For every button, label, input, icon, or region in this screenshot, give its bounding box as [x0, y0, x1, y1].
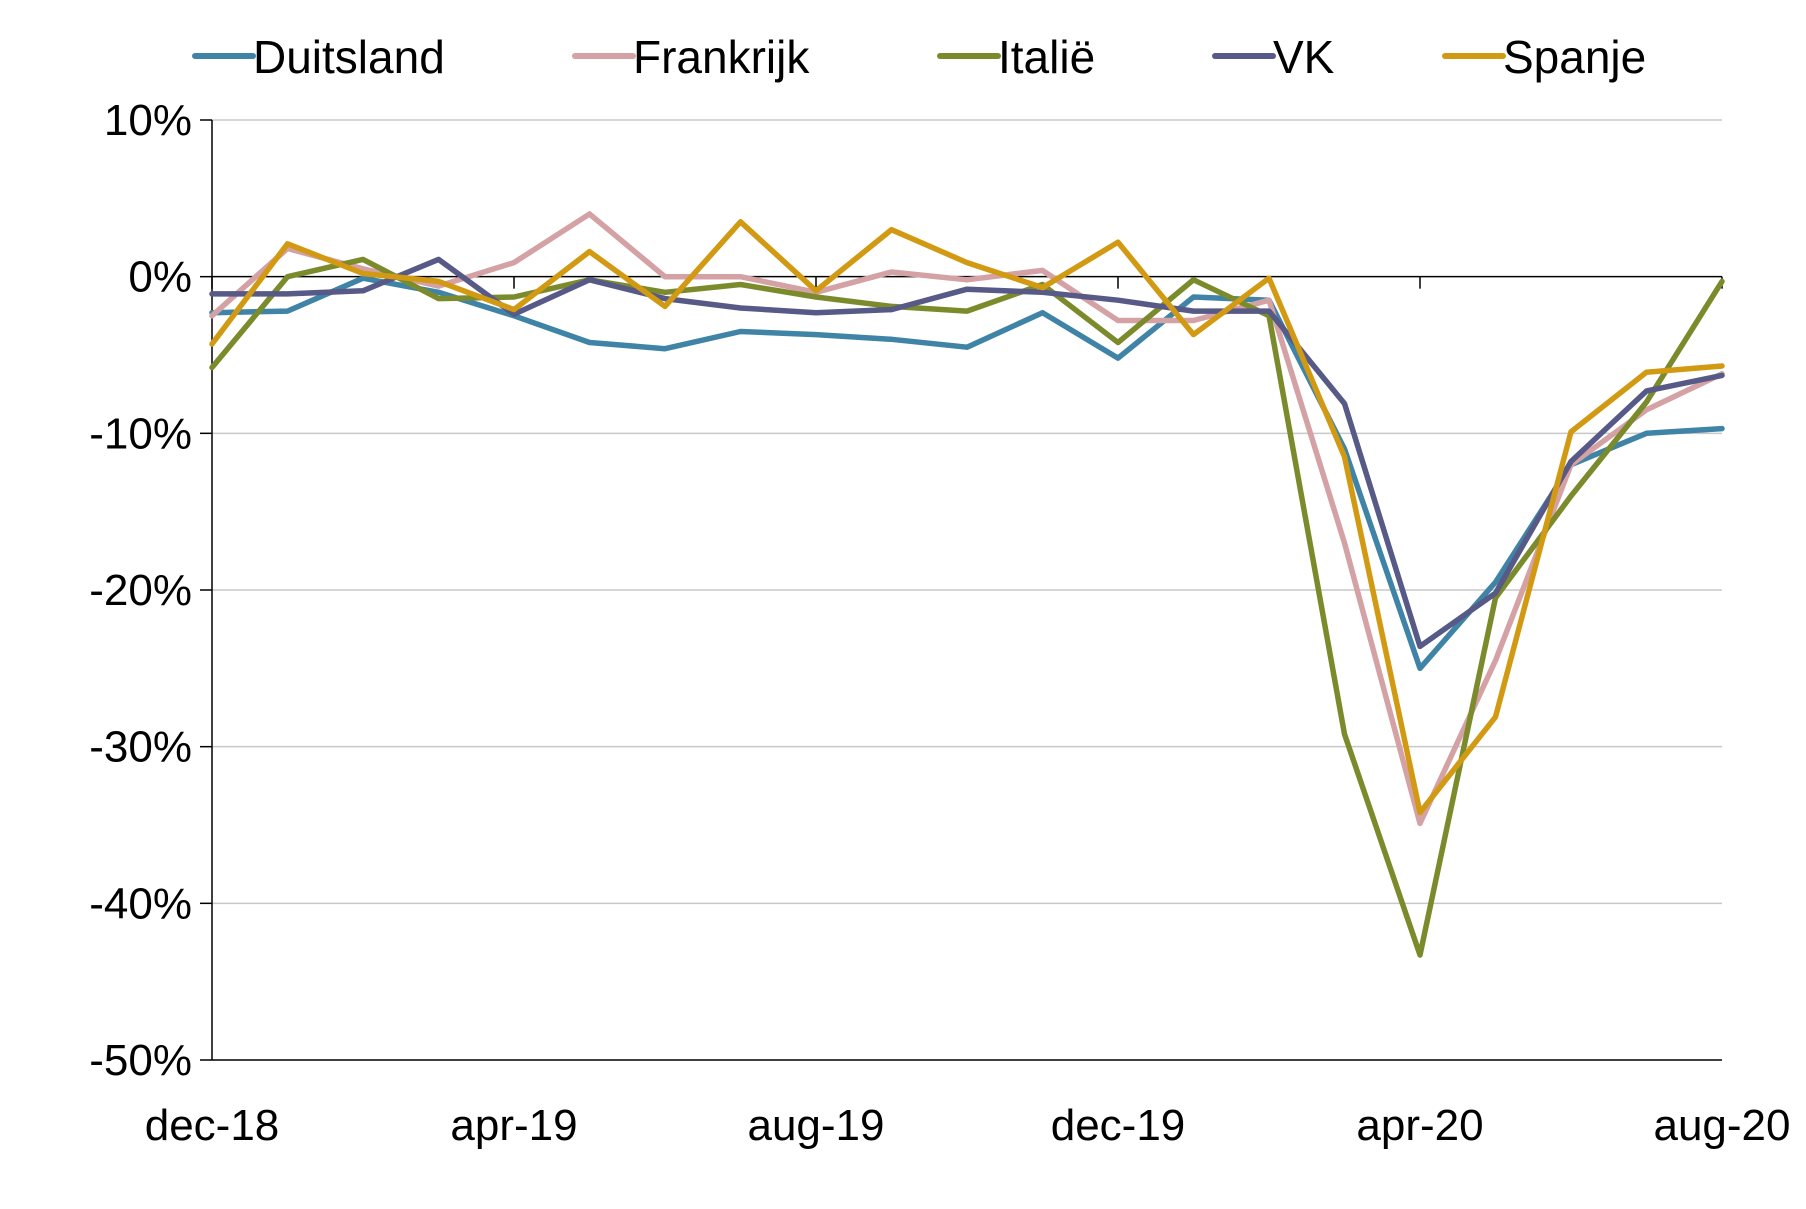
series-line-italië	[209, 256, 1725, 958]
legend-label-frankrijk: Frankrijk	[633, 31, 810, 83]
legend-label-duitsland: Duitsland	[253, 31, 445, 83]
x-tick-label: dec-19	[1051, 1101, 1186, 1150]
legend-label-italië: Italië	[998, 31, 1095, 83]
x-tick-label: aug-20	[1653, 1101, 1790, 1150]
x-axis-ticks: dec-18 apr-19 aug-19 dec-19 apr-20 aug-20	[145, 1101, 1791, 1150]
gridlines	[212, 119, 1722, 905]
y-tick-label: -10%	[89, 409, 192, 458]
legend-label-spanje: Spanje	[1503, 31, 1646, 83]
x-tick-label: apr-20	[1356, 1101, 1483, 1150]
y-tick-label: -50%	[89, 1036, 192, 1085]
legend: Duitsland Frankrijk Italië VK Spanje	[192, 31, 1646, 83]
series-line-spanje	[209, 219, 1725, 816]
y-tick-label: 0%	[128, 253, 192, 302]
y-tick-label: -40%	[89, 879, 192, 928]
series-line-frankrijk	[209, 211, 1725, 827]
series-lines	[209, 211, 1725, 958]
x-tick-label: apr-19	[450, 1101, 577, 1150]
x-tick-label: dec-18	[145, 1101, 280, 1150]
y-tick-label: -30%	[89, 723, 192, 772]
x-tick-label: aug-19	[747, 1101, 884, 1150]
y-tick-label: 10%	[104, 96, 192, 145]
y-axis-ticks: 10% 0% -10% -20% -30% -40% -50%	[89, 96, 192, 1085]
series-line-vk	[209, 256, 1725, 650]
legend-label-vk: VK	[1273, 31, 1335, 83]
y-tick-label: -20%	[89, 566, 192, 615]
